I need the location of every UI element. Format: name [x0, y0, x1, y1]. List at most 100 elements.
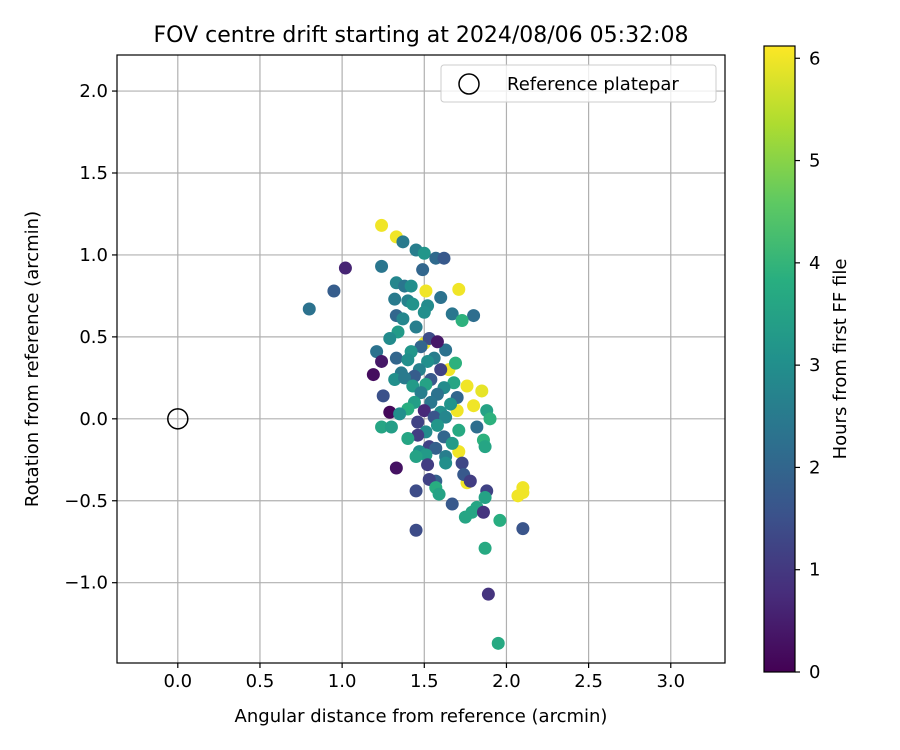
- scatter-point: [409, 484, 423, 498]
- x-tick-label: 0.0: [163, 671, 192, 692]
- y-tick-label: 0.5: [79, 327, 108, 348]
- scatter-point: [416, 263, 430, 277]
- scatter-point: [432, 487, 446, 501]
- scatter-point: [376, 389, 390, 403]
- plot-frame: [116, 54, 726, 664]
- scatter-point: [375, 354, 389, 368]
- colorbar-ticks: 0 1 2 3 4 5 6: [795, 48, 820, 683]
- scatter-point: [366, 368, 380, 382]
- scatter-point: [460, 379, 474, 393]
- grid: [117, 55, 725, 663]
- scatter-point: [452, 282, 466, 296]
- scatter-point: [414, 340, 428, 354]
- scatter-point: [393, 407, 407, 421]
- colorbar-tick-label: 1: [809, 560, 820, 581]
- scatter-point: [401, 431, 415, 445]
- x-tick-label: 0.5: [246, 671, 275, 692]
- scatter-point: [478, 440, 492, 454]
- chart-title: FOV centre drift starting at 2024/08/06 …: [154, 23, 689, 48]
- y-tick-label: 1.5: [79, 163, 108, 184]
- scatter-point: [411, 428, 425, 442]
- scatter-point: [463, 474, 477, 488]
- colorbar-tick-label: 3: [809, 355, 820, 376]
- scatter-point: [455, 456, 469, 470]
- scatter-point: [338, 261, 352, 275]
- scatter-point: [452, 423, 466, 437]
- scatter-point: [493, 513, 507, 527]
- scatter-point: [417, 246, 431, 260]
- scatter-point: [404, 279, 418, 293]
- x-tick-label: 1.5: [410, 671, 439, 692]
- scatter-point: [370, 345, 384, 359]
- scatter-point: [511, 489, 525, 503]
- scatter-point: [445, 307, 459, 321]
- scatter-point: [429, 441, 443, 455]
- scatter-point: [388, 372, 402, 386]
- colorbar-tick-label: 4: [809, 253, 820, 274]
- scatter-point: [383, 405, 397, 419]
- scatter-point: [444, 397, 458, 411]
- x-tick-label: 2.5: [574, 671, 603, 692]
- scatter-point: [375, 218, 389, 232]
- x-axis-ticks: 0.0 0.5 1.0 1.5 2.0 2.5 3.0: [163, 663, 685, 692]
- scatter-point: [302, 302, 316, 316]
- scatter-point: [491, 636, 505, 650]
- colorbar-tick-label: 5: [809, 151, 820, 172]
- scatter-point: [434, 363, 448, 377]
- scatter-point: [449, 356, 463, 370]
- scatter-point: [516, 522, 530, 536]
- scatter-point: [434, 291, 448, 305]
- y-axis-ticks: −1.0 −0.5 0.0 0.5 1.0 1.5 2.0: [64, 81, 117, 594]
- legend: Reference platepar: [440, 64, 717, 103]
- scatter-point: [407, 369, 421, 383]
- colorbar-gradient: [763, 45, 796, 673]
- scatter-point: [437, 251, 451, 265]
- scatter-point: [401, 353, 415, 367]
- scatter-point: [398, 371, 412, 385]
- legend-open-circle-icon: [458, 73, 480, 95]
- legend-box: [440, 64, 717, 103]
- scatter-point: [455, 313, 469, 327]
- scatter-point: [396, 312, 410, 326]
- scatter-point: [439, 456, 453, 470]
- scatter-point: [388, 292, 402, 306]
- scatter-point: [439, 410, 453, 424]
- y-tick-label: 1.0: [79, 245, 108, 266]
- scatter-point: [414, 386, 428, 400]
- x-tick-label: 3.0: [656, 671, 685, 692]
- x-tick-label: 1.0: [328, 671, 357, 692]
- scatter-point: [383, 332, 397, 346]
- colorbar-tick-label: 2: [809, 457, 820, 478]
- colorbar-tick-label: 6: [809, 48, 820, 69]
- scatter-point: [419, 448, 433, 462]
- x-tick-label: 2.0: [492, 671, 521, 692]
- plot-area: 0.0 0.5 1.0 1.5 2.0 2.5 3.0 −1.0 −0.5 0.0 0.5 1.0 1…: [64, 54, 726, 692]
- scatter-point: [478, 541, 492, 555]
- colorbar: 0 1 2 3 4 5 6 Hours from first FF file: [763, 45, 851, 683]
- scatter-point: [409, 320, 423, 334]
- scatter-point: [375, 420, 389, 434]
- scatter-point: [417, 404, 431, 418]
- x-axis-label: Angular distance from reference (arcmin): [235, 706, 608, 727]
- scatter-point: [447, 376, 461, 390]
- scatter-point: [327, 284, 341, 298]
- scatter-point: [411, 415, 425, 429]
- scatter-point: [389, 351, 403, 365]
- scatter-point: [430, 335, 444, 349]
- scatter-point: [481, 587, 495, 601]
- scatter-point: [470, 420, 484, 434]
- scatter-point: [445, 497, 459, 511]
- scatter-point: [467, 399, 481, 413]
- legend-label: Reference platepar: [507, 74, 679, 95]
- colorbar-label: Hours from first FF file: [830, 259, 851, 460]
- scatter-point: [430, 418, 444, 432]
- scatter-point: [467, 309, 481, 323]
- scatter-point: [421, 354, 435, 368]
- scatter-point: [483, 412, 497, 426]
- y-tick-label: −0.5: [64, 491, 108, 512]
- scatter-point: [375, 259, 389, 273]
- scatter-points: [302, 218, 530, 650]
- scatter-point: [409, 523, 423, 537]
- scatter-point: [396, 235, 410, 249]
